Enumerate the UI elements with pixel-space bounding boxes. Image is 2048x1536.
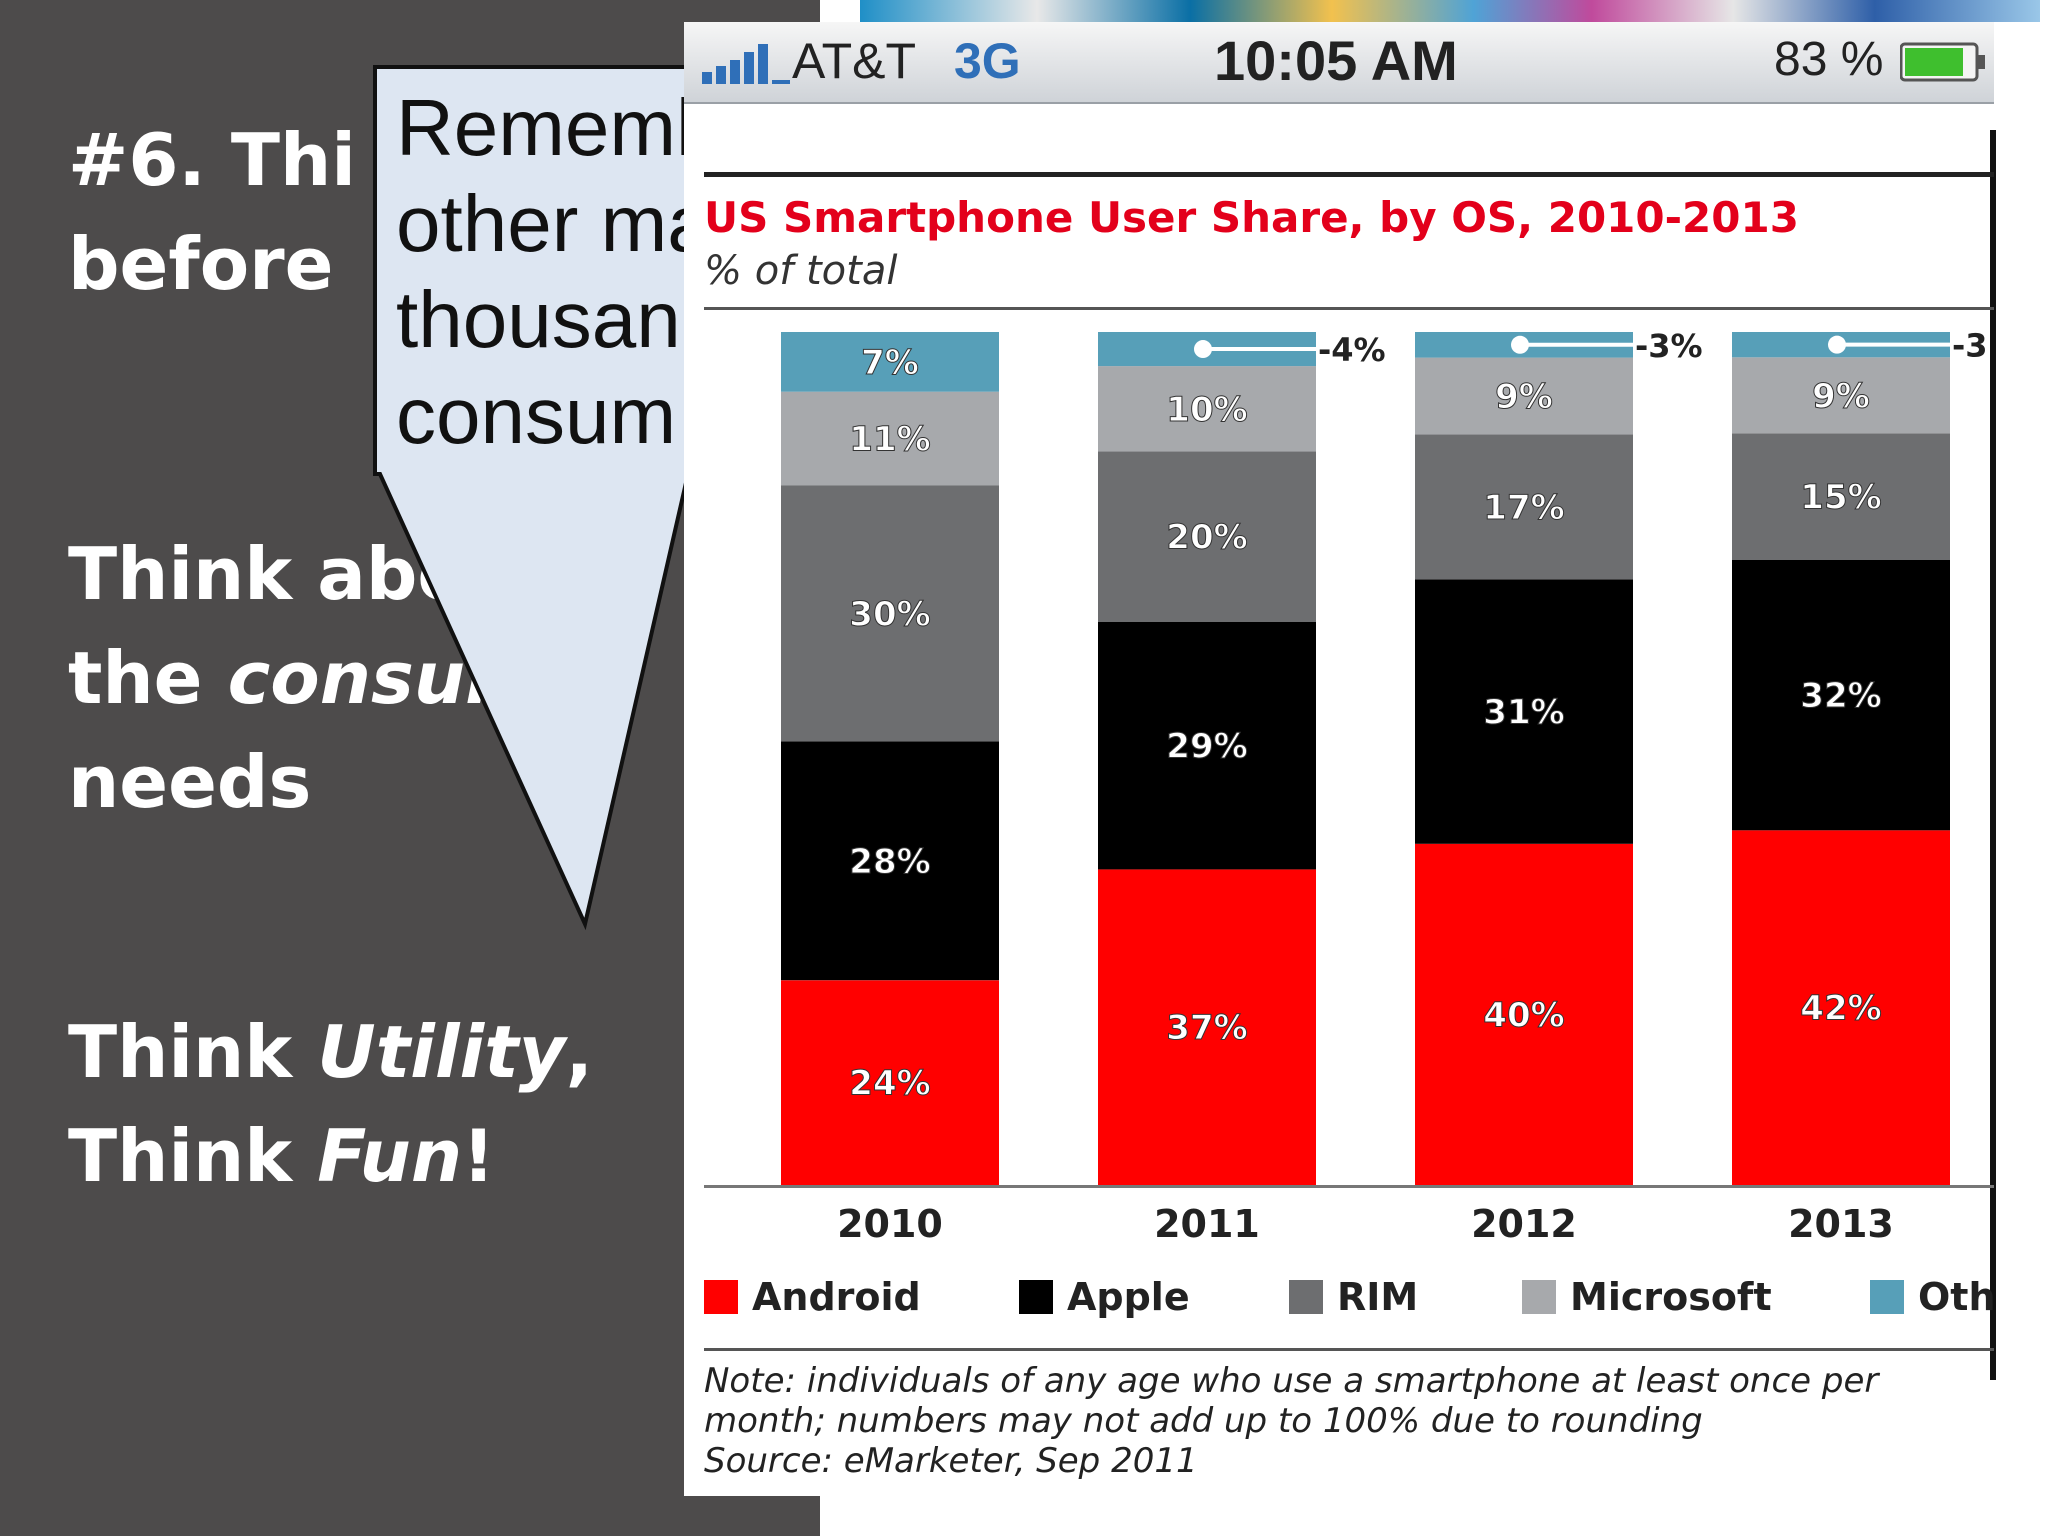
chart-top-rule (704, 172, 1994, 177)
data-label-apple-2011: 29% (1166, 727, 1247, 767)
legend-label-android: Android (752, 1275, 921, 1319)
data-label-apple-2013: 32% (1800, 676, 1881, 716)
legend-swatch-android (704, 1280, 738, 1314)
battery-icon (1900, 42, 1985, 82)
signal-strength-icon (702, 44, 790, 84)
utility-think-2: Think (68, 1114, 293, 1198)
data-label-apple-2012: 31% (1483, 693, 1564, 733)
data-label-android-2012: 40% (1483, 995, 1564, 1035)
chart-legend: Android Apple RIM Microsoft Oth (704, 1275, 1994, 1319)
speech-callout (373, 65, 730, 931)
data-label-oth-2011: -4% (1318, 331, 1386, 369)
bar-microsoft-2013 (1732, 357, 1950, 434)
leader-dot-2012 (1511, 335, 1529, 354)
data-label-android-2010: 24% (849, 1064, 930, 1104)
utility-comma: , (565, 1010, 593, 1094)
bar-apple-2012 (1415, 579, 1633, 844)
bar-android-2012 (1415, 843, 1633, 1185)
phone-bezel-edge (1990, 130, 1996, 1380)
fun-line: Think Fun! (68, 1104, 593, 1208)
legend-label-microsoft: Microsoft (1570, 1275, 1772, 1319)
bar-rim-2012 (1415, 434, 1633, 580)
chart-note: Note: individuals of any age who use a s… (704, 1361, 1880, 1401)
slide-heading: #6. Thi before (68, 108, 356, 316)
legend-swatch-oth (1870, 1280, 1904, 1314)
utility-think-1: Think (68, 1010, 293, 1094)
consumer-line-3: needs (68, 740, 312, 824)
chart-note-rule (704, 1348, 1994, 1351)
consumer-line-2a: the (68, 636, 203, 720)
callout-line-4: consum (396, 371, 677, 460)
leader-dot-2011 (1194, 340, 1212, 359)
data-label-apple-2010: 28% (849, 842, 930, 882)
bar-rim-2010 (781, 485, 999, 742)
data-label-rim-2010: 30% (849, 595, 930, 635)
data-label-microsoft-2013: 9% (1812, 376, 1870, 416)
data-label-microsoft-2011: 10% (1166, 390, 1247, 430)
callout-text: Rememl other ma thousan consum (396, 80, 726, 464)
legend-swatch-microsoft (1522, 1280, 1556, 1314)
bar-microsoft-2011 (1098, 366, 1316, 452)
bar-microsoft-2012 (1415, 357, 1633, 435)
bar-android-2010 (781, 980, 999, 1185)
legend-swatch-apple (1019, 1280, 1053, 1314)
slide-heading-line-1: #6. Thi (68, 118, 356, 202)
battery-percent: 83 % (1774, 33, 1884, 86)
legend-label-apple: Apple (1067, 1275, 1190, 1319)
status-bar: AT&T 3G 10:05 AM 83 % (684, 22, 1994, 104)
utility-line: Think Utility, (68, 1000, 593, 1104)
data-label-rim-2012: 17% (1483, 488, 1564, 528)
callout-line-2: other ma (396, 179, 712, 268)
x-tick-labels: 2010 2011 2012 2013 (837, 1202, 1894, 1246)
carrier-name: AT&T (792, 33, 917, 89)
utility-word: Utility (317, 1010, 566, 1094)
data-label-rim-2013: 15% (1800, 478, 1881, 518)
chart-subtitle: % of total (704, 248, 897, 294)
bar-apple-2011 (1098, 622, 1316, 870)
data-label-oth-2010: 7% (861, 343, 919, 383)
leader-dot-2013 (1828, 335, 1846, 354)
bar-oth-2010 (781, 332, 999, 392)
callout-line-3: thousan (396, 275, 681, 364)
data-label-android-2011: 37% (1166, 1008, 1247, 1048)
data-label-oth-2012: -3% (1635, 327, 1703, 365)
x-tick-2013: 2013 (1788, 1202, 1894, 1246)
data-label-rim-2011: 20% (1166, 518, 1247, 558)
data-label-oth-2013: -3 (1952, 327, 1988, 365)
data-label-android-2013: 42% (1800, 989, 1881, 1029)
x-tick-2010: 2010 (837, 1202, 943, 1246)
legend-label-rim: RIM (1337, 1275, 1418, 1319)
data-label-microsoft-2012: 9% (1495, 377, 1553, 417)
bar-rim-2013 (1732, 433, 1950, 560)
bar-android-2013 (1732, 830, 1950, 1185)
x-tick-2011: 2011 (1154, 1202, 1260, 1246)
fun-exclaim: ! (462, 1114, 495, 1198)
legend-label-oth: Oth (1918, 1275, 1994, 1319)
network-type: 3G (954, 33, 1021, 89)
bar-rim-2011 (1098, 451, 1316, 622)
clock-time: 10:05 AM (1214, 29, 1458, 92)
bar-labels-layer: 24% 28% 30% 11% 7% 37% 29% 20% 10% -4% 40% 31% 17% 9%… (849, 327, 1988, 1104)
legend-swatch-rim (1289, 1280, 1323, 1314)
bars-layer (781, 332, 1950, 1185)
bar-apple-2013 (1732, 560, 1950, 831)
chart-source: Source: eMarketer, Sep 2011 (704, 1441, 1198, 1481)
chart-title: US Smartphone User Share, by OS, 2010-20… (704, 193, 1799, 242)
bar-microsoft-2010 (781, 391, 999, 486)
phone-wallpaper-strip (860, 0, 2040, 22)
chart-note-line-2: month; numbers may not add up to 100% du… (704, 1401, 1703, 1441)
x-tick-2012: 2012 (1471, 1202, 1577, 1246)
fun-word: Fun (317, 1114, 463, 1198)
bar-apple-2010 (781, 741, 999, 981)
slide-heading-line-2: before (68, 222, 334, 306)
x-axis-line (704, 1185, 1994, 1188)
bar-android-2011 (1098, 869, 1316, 1185)
utility-fun-text: Think Utility, Think Fun! (68, 1000, 593, 1208)
chart-subtitle-rule (704, 307, 1994, 310)
chart: US Smartphone User Share, by OS, 2010-20… (704, 172, 1994, 1481)
callout-line-1: Rememl (396, 83, 694, 172)
data-label-microsoft-2010: 11% (849, 420, 930, 460)
